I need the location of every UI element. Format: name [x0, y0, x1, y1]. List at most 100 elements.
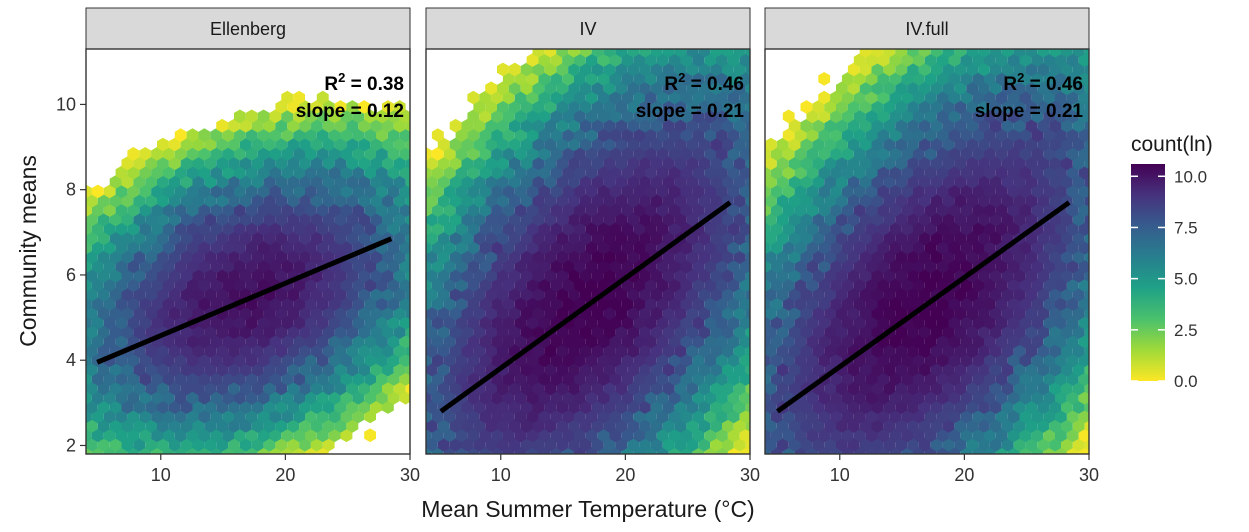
hexbin-cell — [989, 381, 1002, 396]
hexbin-cell — [615, 362, 628, 377]
hexbin-cell — [109, 175, 122, 189]
hexbin-cell — [645, 278, 657, 292]
hexbin-cell — [645, 297, 657, 311]
hexbin-cell — [502, 128, 515, 142]
hexbin-cell — [443, 428, 456, 443]
hexbin-cell — [198, 390, 211, 405]
hexbin-cell — [1013, 156, 1026, 171]
hexbin-cell — [370, 250, 382, 264]
hexbin-cell — [139, 353, 152, 367]
hexbin-cell — [710, 437, 722, 452]
hexbin-cell — [556, 250, 569, 264]
hexbin-cell — [966, 212, 979, 227]
hexbin-cell — [924, 203, 937, 217]
hexbin-cell — [733, 81, 746, 96]
hexbin-cell — [1049, 419, 1061, 433]
hexbin-cell — [334, 100, 347, 114]
hexbin-cell — [668, 165, 681, 180]
hexbin-cell — [455, 128, 468, 142]
hexbin-cell — [918, 81, 931, 96]
hexbin-cell — [412, 335, 424, 349]
hexbin-cell — [710, 344, 722, 358]
hexbin-cell — [989, 344, 1002, 358]
hexbin-cell — [86, 381, 98, 396]
hexbin-cell — [287, 400, 300, 414]
hexbin-cell — [1061, 49, 1073, 58]
hexbin-cell — [686, 156, 699, 171]
hexbin-cell — [913, 390, 925, 405]
hexbin-cell — [455, 428, 468, 443]
hexbin-cell — [437, 325, 450, 339]
hexbin-cell — [936, 203, 949, 217]
hexbin-cell — [234, 409, 246, 424]
hexbin-cell — [204, 400, 217, 414]
hexbin-cell — [716, 240, 728, 255]
hexbin-cell — [316, 109, 329, 124]
hexbin-cell — [151, 297, 163, 311]
hexbin-cell — [322, 362, 335, 377]
hexbin-cell — [1019, 353, 1032, 367]
hexbin-cell — [562, 90, 574, 105]
hexbin-cell — [245, 147, 258, 161]
hexbin-cell — [1084, 63, 1089, 76]
hexbin-cell — [889, 390, 902, 405]
hexbin-cell — [621, 390, 634, 405]
hexbin-cell — [245, 128, 258, 142]
hexbin-cell — [812, 400, 825, 414]
hexbin-cell — [674, 362, 687, 377]
hexbin-cell — [936, 334, 949, 349]
hexbin-cell — [145, 381, 157, 396]
hexbin-cell — [765, 231, 777, 246]
hexbin-cell — [853, 372, 866, 386]
hexbin-cell — [752, 53, 764, 67]
hexbin-cell — [376, 390, 388, 405]
hexbin-cell — [322, 118, 335, 133]
hexbin-cell — [346, 175, 359, 189]
hexbin-cell — [788, 381, 801, 396]
hexbin-cell — [692, 259, 705, 274]
hexbin-cell — [924, 165, 937, 180]
hexbin-cell — [704, 372, 716, 386]
hexbin-cell — [334, 137, 347, 152]
hexbin-cell — [930, 381, 943, 396]
hexbin-cell — [180, 362, 193, 377]
hexbin-cell — [426, 175, 438, 189]
hexbin-cell — [727, 147, 740, 161]
hexbin-cell — [686, 175, 699, 189]
hexbin-cell — [942, 400, 955, 414]
hexbin-cell — [859, 118, 872, 133]
hexbin-cell — [497, 287, 509, 302]
hexbin-cell — [627, 212, 640, 227]
hexbin-cell — [674, 193, 687, 208]
hexbin-cell — [168, 400, 181, 414]
hexbin-cell — [989, 193, 1002, 208]
hexbin-cell — [615, 437, 628, 452]
y-tick-label: 4 — [66, 350, 76, 370]
hexbin-cell — [239, 437, 252, 452]
hexbin-cell — [461, 287, 474, 302]
hexbin-cell — [895, 62, 908, 77]
hexbin-cell — [812, 437, 825, 452]
hexbin-cell — [1091, 391, 1103, 405]
hexbin-cell — [609, 315, 622, 330]
hexbin-cell — [316, 297, 329, 311]
hexbin-cell — [405, 307, 410, 320]
hexbin-cell — [818, 147, 831, 161]
hexbin-cell — [1013, 437, 1026, 452]
hexbin-cell — [275, 419, 288, 433]
hexbin-cell — [692, 372, 705, 386]
hexbin-cell — [1037, 118, 1050, 133]
hexbin-cell — [544, 137, 557, 152]
hexbin-cell — [526, 203, 539, 217]
hexbin-cell — [692, 184, 705, 199]
hexbin-cell — [198, 147, 211, 161]
hexbin-cell — [722, 81, 734, 96]
hexbin-cell — [103, 259, 116, 274]
hexbin-cell — [358, 400, 371, 414]
hexbin-cell — [562, 222, 574, 236]
hexbin-cell — [431, 334, 444, 349]
hexbin-cell — [877, 390, 890, 405]
hexbin-cell — [847, 287, 860, 302]
hexbin-cell — [562, 390, 574, 405]
hexbin-cell — [579, 137, 592, 152]
